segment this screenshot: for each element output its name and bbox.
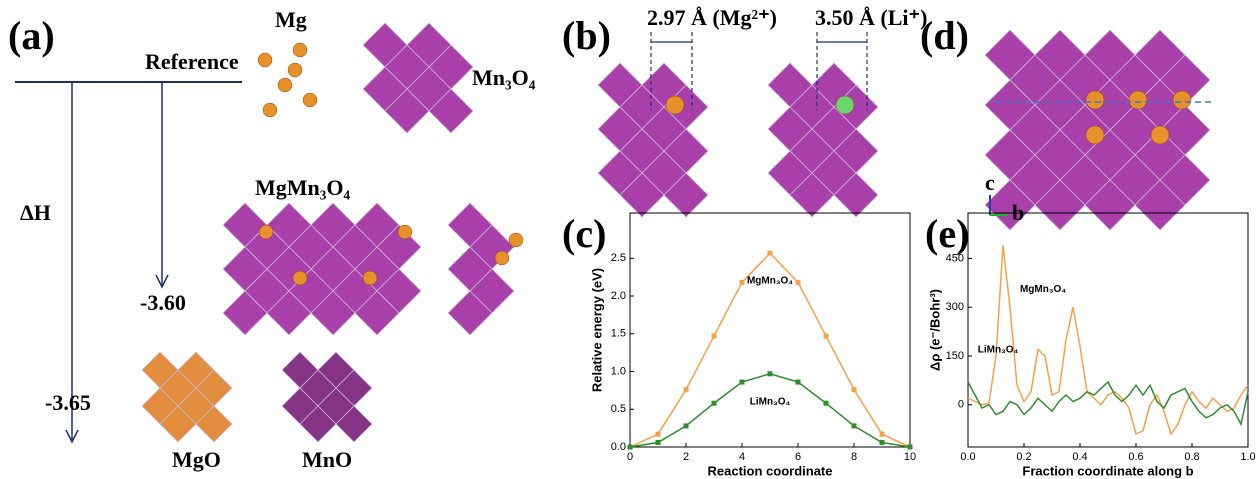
marker: [880, 432, 885, 437]
marker: [796, 380, 801, 385]
atom: [1129, 91, 1147, 109]
x-tick-label: 6: [795, 451, 801, 463]
x-tick-label: 0: [627, 451, 633, 463]
atom: [509, 233, 523, 247]
y-tick-label: 150: [946, 350, 964, 362]
x-tick-label: 0.0: [960, 451, 975, 463]
atom: [278, 78, 292, 92]
label: -3.60: [140, 290, 186, 315]
x-tick-label: 0.4: [1072, 451, 1087, 463]
atom: [288, 63, 302, 77]
atom: [1086, 91, 1104, 109]
marker: [740, 380, 745, 385]
x-tick-label: 0.8: [1184, 451, 1199, 463]
series-line: [968, 246, 1248, 435]
marker: [712, 334, 717, 339]
atom: [303, 93, 317, 107]
figure: (a) Mg Mn₃O₄ Reference ΔH MgMn₃O₄ -3.60 …: [0, 0, 1259, 479]
atom: [1173, 91, 1191, 109]
atom: [258, 53, 272, 67]
x-tick-label: 0.6: [1128, 451, 1143, 463]
atom: [495, 251, 509, 265]
x-axis-label: Fraction coordinate along b: [1022, 463, 1193, 478]
x-tick-label: 8: [851, 451, 857, 463]
y-tick-label: 1.5: [611, 328, 626, 340]
label: MgO: [172, 447, 221, 472]
atom: [293, 271, 307, 285]
y-tick-label: 450: [946, 252, 964, 264]
marker: [684, 387, 689, 392]
marker: [824, 334, 829, 339]
marker: [740, 280, 745, 285]
y-axis-label: Δρ (e⁻/Bohr³): [927, 289, 942, 371]
plot-frame: [968, 213, 1248, 447]
series-line: [630, 374, 910, 447]
axis-label: c: [985, 170, 995, 195]
panel-label: (d): [920, 13, 969, 58]
y-tick-label: 1.0: [611, 365, 626, 377]
x-axis-label: Reaction coordinate: [708, 463, 833, 478]
marker: [684, 423, 689, 428]
label: Mn₃O₄: [472, 65, 536, 90]
y-tick-label: 300: [946, 301, 964, 313]
series-label: LiMn₃O₄: [978, 345, 1019, 356]
atom: [398, 225, 412, 239]
marker: [656, 432, 661, 437]
label: Reference: [145, 49, 239, 74]
series-line: [968, 382, 1248, 424]
atom: [363, 271, 377, 285]
atom: [293, 43, 307, 57]
marker: [712, 401, 717, 406]
panel-label: (e): [925, 211, 969, 256]
y-tick-label: 2.0: [611, 290, 626, 302]
label: 2.97 Å (Mg²⁺): [647, 5, 777, 30]
atom: [263, 103, 277, 117]
x-tick-label: 0.2: [1016, 451, 1031, 463]
atom: [836, 96, 854, 114]
panel-label: (c): [562, 211, 606, 256]
y-axis-label: Relative energy (eV): [589, 268, 604, 392]
y-tick-label: 0: [958, 399, 964, 411]
label: -3.65: [45, 390, 91, 415]
atom: [1151, 126, 1169, 144]
y-tick-label: 0.0: [611, 441, 626, 453]
marker: [768, 251, 773, 256]
marker: [628, 445, 633, 450]
marker: [852, 423, 857, 428]
x-tick-label: 1.0: [1240, 451, 1255, 463]
label: MnO: [302, 447, 352, 472]
panel-label: (a): [8, 13, 55, 58]
marker: [768, 371, 773, 376]
marker: [824, 401, 829, 406]
y-tick-label: 0.5: [611, 403, 626, 415]
x-tick-label: 10: [904, 451, 916, 463]
panel-label: (b): [562, 13, 611, 58]
series-label: MgMn₃O₄: [747, 276, 793, 287]
marker: [852, 387, 857, 392]
y-tick-label: 2.5: [611, 252, 626, 264]
marker: [880, 440, 885, 445]
label: 3.50 Å (Li⁺): [815, 5, 927, 30]
label: MgMn₃O₄: [255, 175, 350, 200]
series-label: LiMn₃O₄: [750, 396, 791, 407]
x-tick-label: 2: [683, 451, 689, 463]
marker: [656, 440, 661, 445]
marker: [908, 445, 913, 450]
atom: [666, 96, 684, 114]
atom: [259, 225, 273, 239]
atom: [1086, 126, 1104, 144]
marker: [796, 280, 801, 285]
label: ΔH: [20, 200, 51, 225]
series-label: MgMn₃O₄: [1020, 284, 1066, 295]
x-tick-label: 4: [739, 451, 745, 463]
label: Mg: [275, 7, 307, 32]
